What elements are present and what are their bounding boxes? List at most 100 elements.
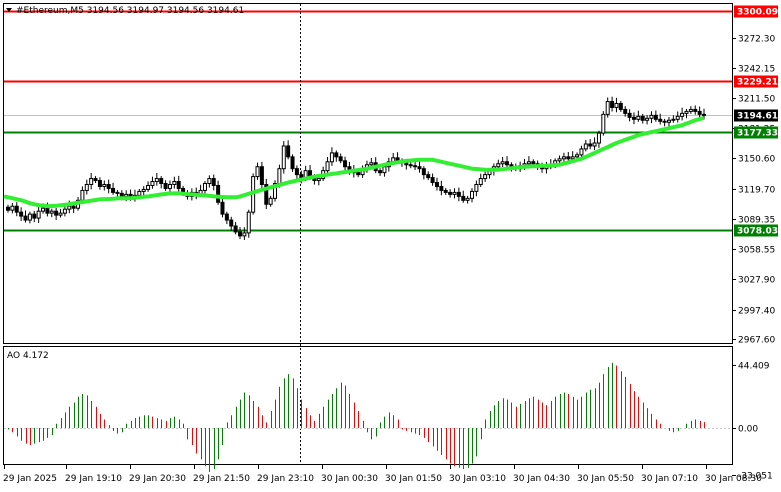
candle — [154, 172, 159, 186]
candle — [334, 150, 339, 162]
candle — [640, 113, 645, 124]
candle — [146, 181, 151, 192]
candle — [601, 111, 606, 136]
price-tick-label: 3058.55 — [738, 246, 775, 256]
candle — [430, 173, 435, 186]
candle — [150, 176, 155, 189]
current-price-tag — [734, 109, 778, 122]
level-price-tag — [734, 224, 778, 237]
candle — [281, 141, 286, 174]
price-tick-label: 2967.60 — [738, 336, 775, 346]
price-tick-label: 3089.35 — [738, 216, 775, 226]
price-tick-label: 3242.15 — [738, 65, 775, 75]
candle — [474, 180, 479, 197]
candle — [242, 227, 247, 240]
current-price-label: 3194.61 — [737, 112, 778, 122]
candle — [207, 175, 212, 188]
candle — [141, 186, 146, 197]
candles — [6, 96, 706, 240]
candle — [32, 210, 37, 223]
candle — [176, 175, 181, 194]
candle — [255, 162, 260, 180]
level-tags: 3300.09 3229.21 3177.33 3078.03 3194.61 — [734, 5, 778, 237]
ao-axis: 44.409 0.00 -33.051 — [732, 362, 773, 482]
candle — [23, 210, 28, 223]
candle — [172, 176, 177, 189]
candle — [238, 227, 242, 240]
candle — [58, 209, 63, 218]
candle — [592, 137, 597, 151]
level-price-label: 3229.21 — [737, 78, 778, 88]
candle — [566, 151, 571, 162]
time-tick-label: 30 Jan 05:50 — [577, 474, 634, 484]
candle — [286, 140, 291, 160]
candle — [216, 180, 221, 205]
level-price-label: 3177.33 — [737, 129, 778, 139]
price-tick-label: 3272.30 — [738, 35, 775, 45]
candle — [470, 188, 474, 203]
candle — [224, 211, 229, 225]
price-axis: 3272.303242.153211.503181.253150.603119.… — [732, 35, 775, 346]
time-tick-label: 29 Jan 20:30 — [129, 474, 186, 484]
candle — [443, 187, 448, 195]
dropdown-triangle-icon[interactable] — [6, 8, 12, 12]
candle — [229, 216, 234, 231]
candle — [343, 156, 348, 170]
level-price-tag — [734, 75, 778, 88]
time-tick-label: 30 Jan 03:10 — [449, 474, 506, 484]
candle — [675, 111, 680, 123]
candle — [614, 97, 619, 113]
candle — [688, 106, 693, 114]
candle — [653, 110, 658, 122]
candle — [662, 118, 667, 127]
candle — [421, 166, 426, 180]
candle — [658, 113, 663, 125]
candle — [338, 153, 343, 164]
candle — [6, 204, 10, 213]
candle — [456, 187, 461, 202]
candle — [413, 160, 418, 170]
candle — [14, 202, 19, 217]
candle — [452, 188, 457, 199]
candle — [434, 177, 439, 191]
level-lines — [4, 10, 732, 232]
candle — [89, 172, 94, 190]
candle — [417, 161, 422, 173]
level-price-label: 3078.03 — [737, 227, 778, 237]
candle — [325, 156, 330, 174]
ao-title: AO 4.172 — [7, 351, 49, 361]
level-price-label: 3300.09 — [737, 8, 778, 18]
candle — [294, 165, 299, 179]
candle — [596, 130, 601, 148]
time-tick-label: 30 Jan 07:10 — [641, 474, 698, 484]
candle — [290, 154, 295, 172]
time-tick-label: 30 Jan 08:30 — [705, 474, 762, 484]
candle — [702, 108, 706, 120]
candle — [115, 189, 120, 197]
moving-average — [3, 115, 705, 209]
ao-tick-label: 44.409 — [738, 362, 770, 372]
price-tick-label: 3119.70 — [738, 186, 775, 196]
candle — [627, 109, 632, 122]
candle — [649, 111, 654, 124]
candle — [159, 176, 164, 189]
candle — [671, 115, 676, 123]
candle — [27, 211, 32, 224]
time-tick-label: 30 Jan 00:30 — [321, 474, 378, 484]
time-tick-label: 30 Jan 01:50 — [385, 474, 442, 484]
candle — [680, 107, 685, 121]
candle — [273, 180, 278, 202]
candle — [84, 179, 89, 195]
candle — [693, 105, 698, 115]
level-price-tag — [734, 126, 778, 139]
candle — [378, 168, 383, 176]
candle — [97, 177, 102, 190]
candle — [496, 159, 501, 170]
level-price-tag — [734, 5, 778, 18]
candle — [684, 108, 689, 119]
candle — [264, 178, 269, 210]
chart-title: #Ethereum,M5 3194.56 3194.97 3194.56 319… — [16, 6, 244, 16]
time-tick-label: 29 Jan 2025 — [3, 474, 57, 484]
